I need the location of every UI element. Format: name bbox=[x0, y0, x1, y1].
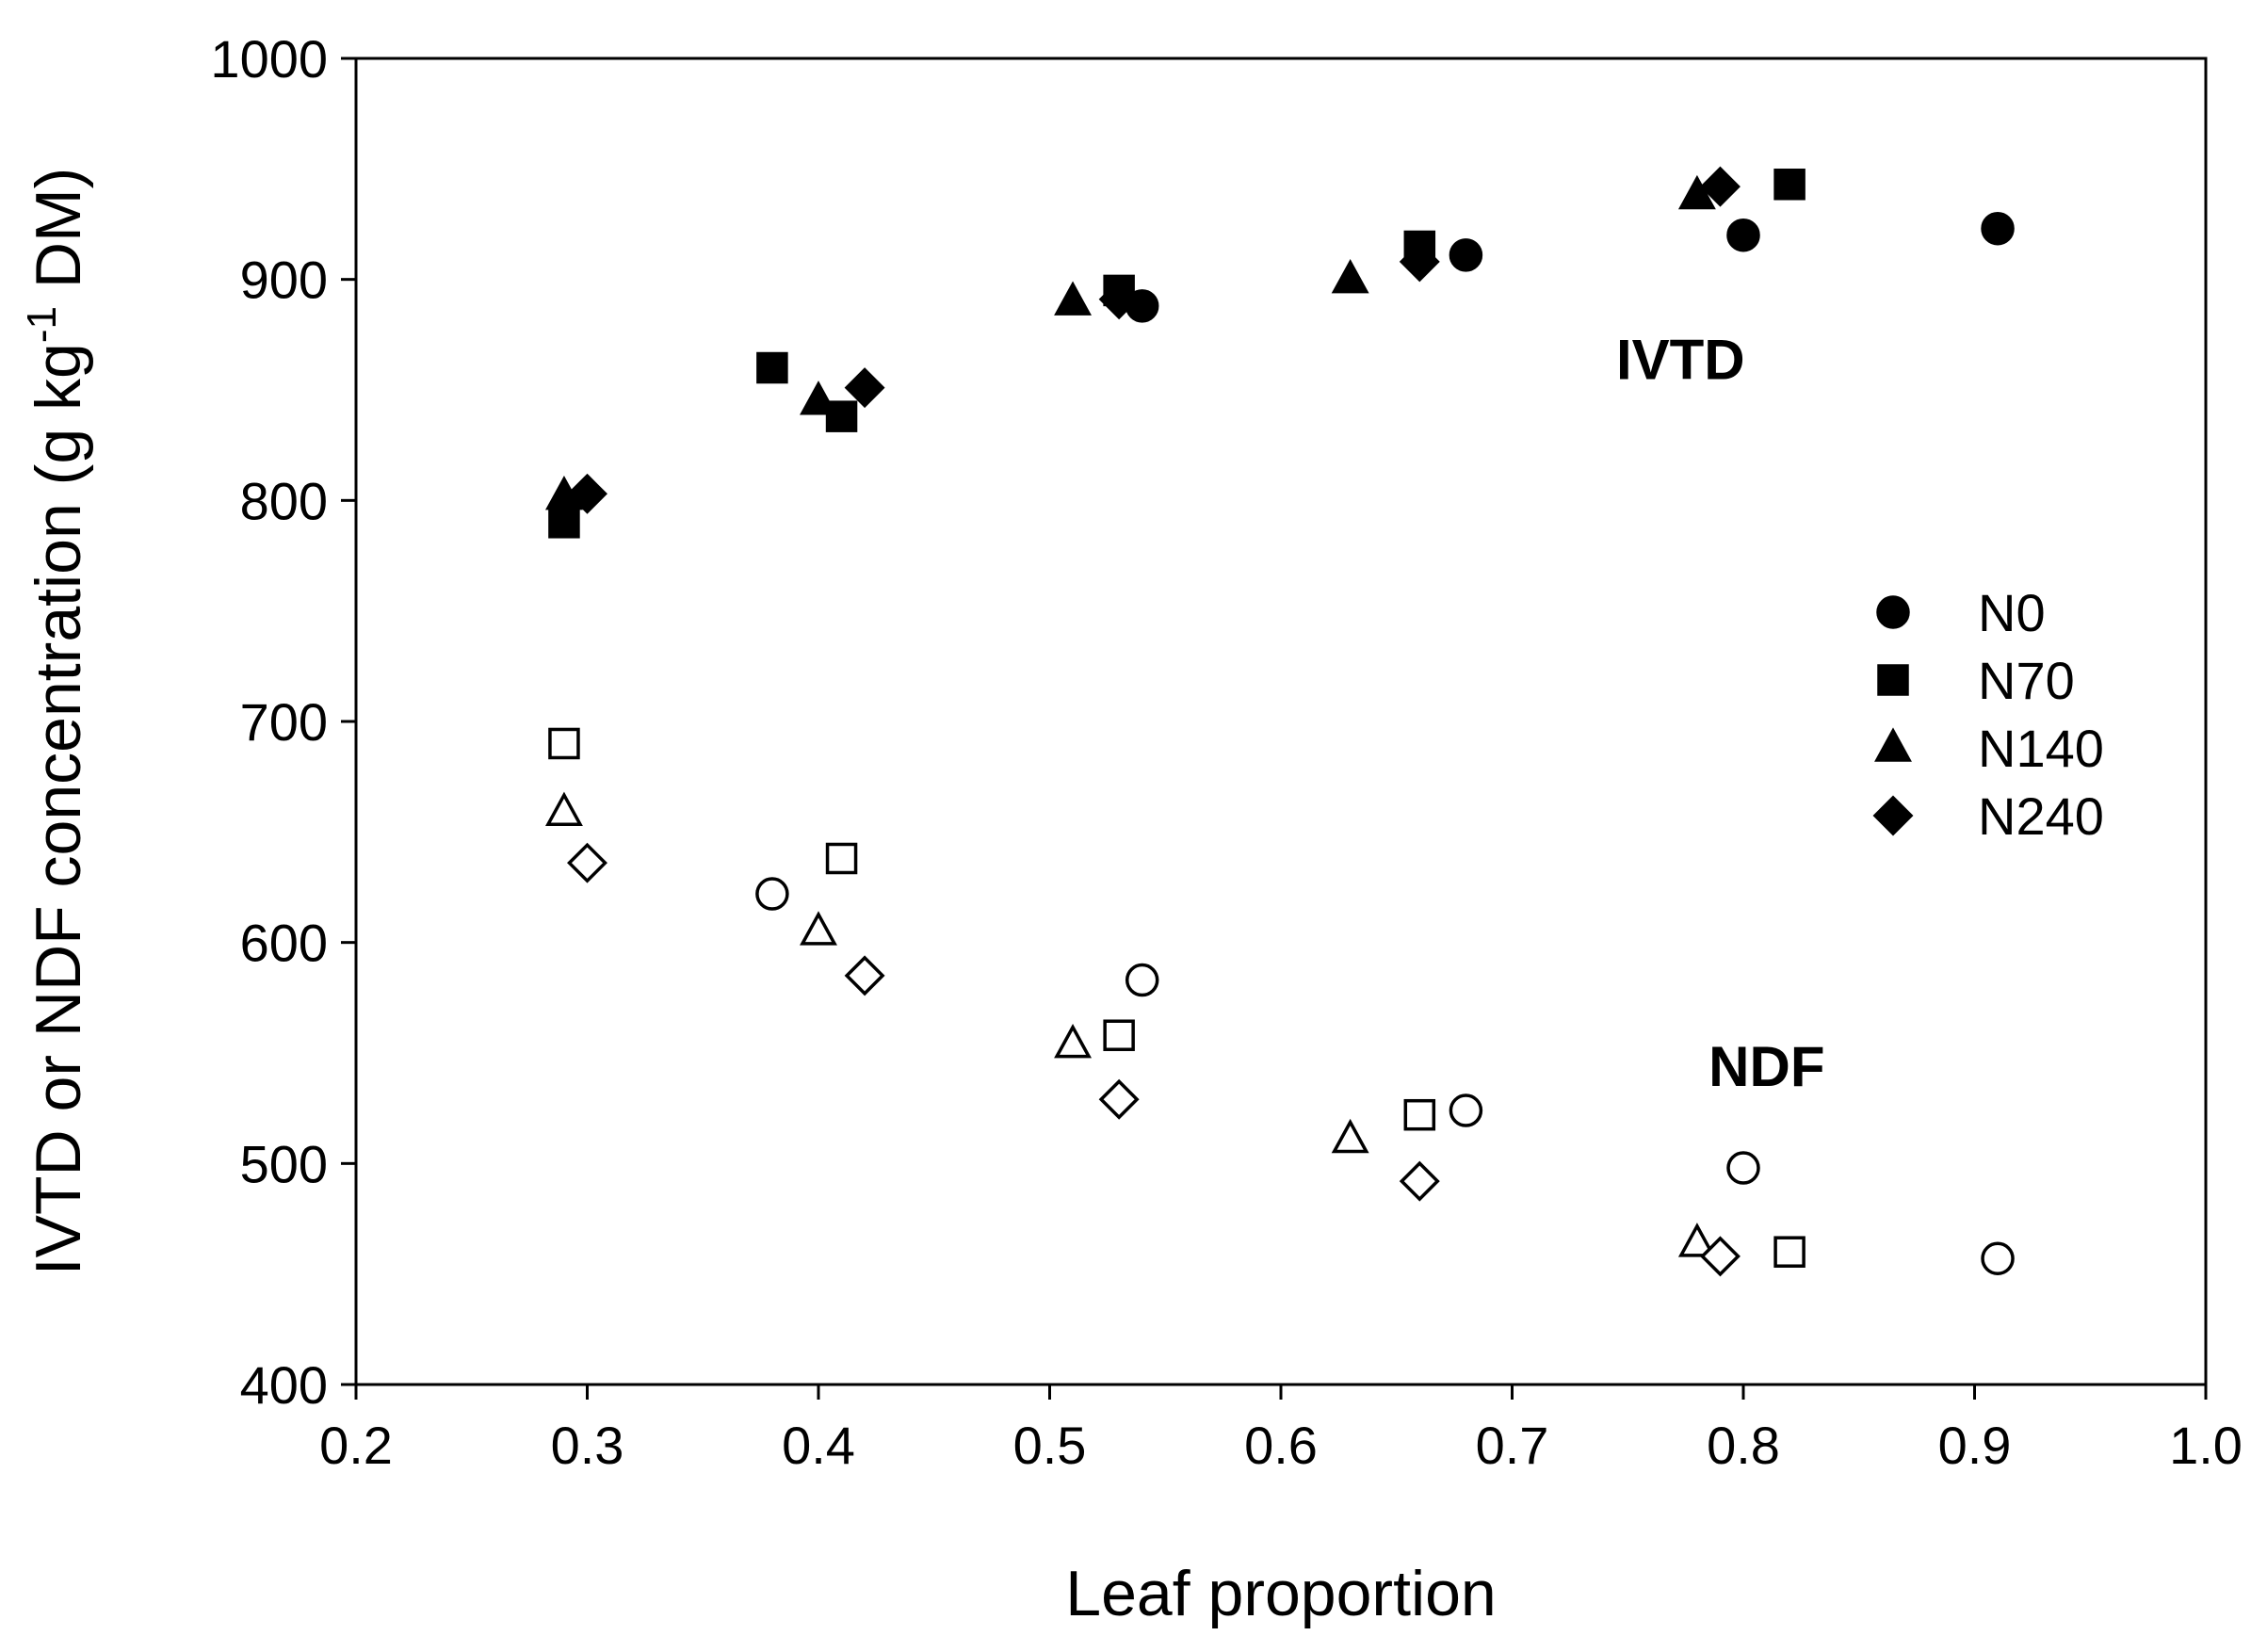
point-ivtd-n240 bbox=[1399, 241, 1440, 283]
y-tick-label: 500 bbox=[240, 1134, 328, 1193]
point-ivtd-n0 bbox=[1981, 211, 2015, 246]
x-tick-label: 0.4 bbox=[782, 1416, 855, 1475]
y-tick-label: 1000 bbox=[210, 29, 328, 89]
point-ndf-n70 bbox=[1103, 1019, 1135, 1051]
y-tick-label: 800 bbox=[240, 471, 328, 530]
point-ivtd-n140 bbox=[1677, 174, 1716, 210]
legend-label-n240: N240 bbox=[1978, 786, 2104, 846]
y-tick-label: 900 bbox=[240, 251, 328, 310]
point-ivtd-n240 bbox=[844, 367, 885, 409]
point-ivtd-n70 bbox=[548, 507, 580, 539]
legend: N0 N70 N140 N240 bbox=[1872, 583, 2104, 846]
point-ndf-n0 bbox=[1125, 963, 1159, 997]
point-ndf-n0 bbox=[1726, 1151, 1760, 1185]
point-ndf-n70 bbox=[825, 842, 858, 875]
legend-label-n0: N0 bbox=[1978, 583, 2046, 642]
x-tick-label: 0.9 bbox=[1938, 1416, 2012, 1475]
x-tick-label: 0.8 bbox=[1707, 1416, 1780, 1475]
point-ivtd-n0 bbox=[1449, 238, 1483, 272]
point-ndf-n70 bbox=[1773, 1236, 1806, 1268]
legend-label-n70: N70 bbox=[1978, 651, 2075, 710]
point-ivtd-n140 bbox=[1054, 281, 1093, 316]
y-axis-title-main: IVTD or NDF concentration (g kg bbox=[23, 343, 94, 1275]
point-ivtd-n70 bbox=[756, 351, 788, 384]
point-ndf-n140 bbox=[1054, 1023, 1093, 1059]
annotation-ivtd: IVTD bbox=[1616, 328, 1745, 391]
x-tick-label: 0.5 bbox=[1013, 1416, 1087, 1475]
x-tick-label: 0.7 bbox=[1476, 1416, 1549, 1475]
point-ivtd-n140 bbox=[1331, 259, 1369, 294]
point-ndf-n70 bbox=[1403, 1098, 1436, 1131]
y-tick-label: 600 bbox=[240, 914, 328, 973]
point-ndf-n0 bbox=[755, 877, 789, 911]
point-ivtd-n140 bbox=[800, 381, 837, 415]
legend-marker-n140 bbox=[1874, 727, 1912, 762]
x-axis-title: Leaf proportion bbox=[1065, 1558, 1496, 1629]
axis-ticks: 0.2 0.3 0.4 0.5 0.6 0.7 0.8 0.9 1.0 400 500 600 700 8… bbox=[210, 29, 2243, 1475]
legend-marker-n0 bbox=[1876, 595, 1910, 629]
point-ndf-n0 bbox=[1981, 1241, 2015, 1275]
y-tick-label: 700 bbox=[240, 692, 328, 752]
point-ndf-n240 bbox=[1098, 1078, 1140, 1120]
x-tick-label: 0.2 bbox=[319, 1416, 393, 1475]
point-ivtd-n70 bbox=[1773, 169, 1806, 201]
y-axis-title-superscript: -1 bbox=[19, 306, 65, 343]
point-ndf-n140 bbox=[800, 911, 837, 946]
point-ndf-n70 bbox=[548, 727, 580, 760]
data-points bbox=[544, 166, 2015, 1277]
y-tick-label: 400 bbox=[240, 1355, 328, 1415]
point-ndf-n140 bbox=[544, 791, 583, 826]
point-ndf-n240 bbox=[844, 955, 885, 996]
point-ndf-n140 bbox=[1331, 1118, 1369, 1154]
point-ivtd-n70 bbox=[825, 400, 858, 432]
legend-marker-n70 bbox=[1877, 664, 1909, 696]
x-tick-label: 0.6 bbox=[1244, 1416, 1318, 1475]
y-axis-title: IVTD or NDF concentration (g kg-1 DM) bbox=[19, 168, 94, 1276]
point-ivtd-n240 bbox=[1098, 279, 1140, 320]
x-tick-label: 0.3 bbox=[551, 1416, 624, 1475]
point-ndf-n240 bbox=[1399, 1160, 1440, 1202]
legend-label-n140: N140 bbox=[1978, 719, 2104, 778]
y-axis-title-tail: DM) bbox=[23, 168, 94, 306]
point-ivtd-n0 bbox=[1726, 218, 1760, 252]
point-ivtd-n240 bbox=[567, 473, 607, 514]
legend-marker-n240 bbox=[1872, 795, 1914, 836]
point-ndf-n240 bbox=[567, 842, 607, 883]
point-ndf-n0 bbox=[1449, 1093, 1483, 1127]
annotation-ndf: NDF bbox=[1708, 1035, 1824, 1098]
x-tick-label: 1.0 bbox=[2169, 1416, 2243, 1475]
point-ivtd-n240 bbox=[1699, 166, 1741, 207]
point-ndf-n240 bbox=[1699, 1236, 1741, 1277]
point-ndf-n140 bbox=[1677, 1223, 1716, 1257]
